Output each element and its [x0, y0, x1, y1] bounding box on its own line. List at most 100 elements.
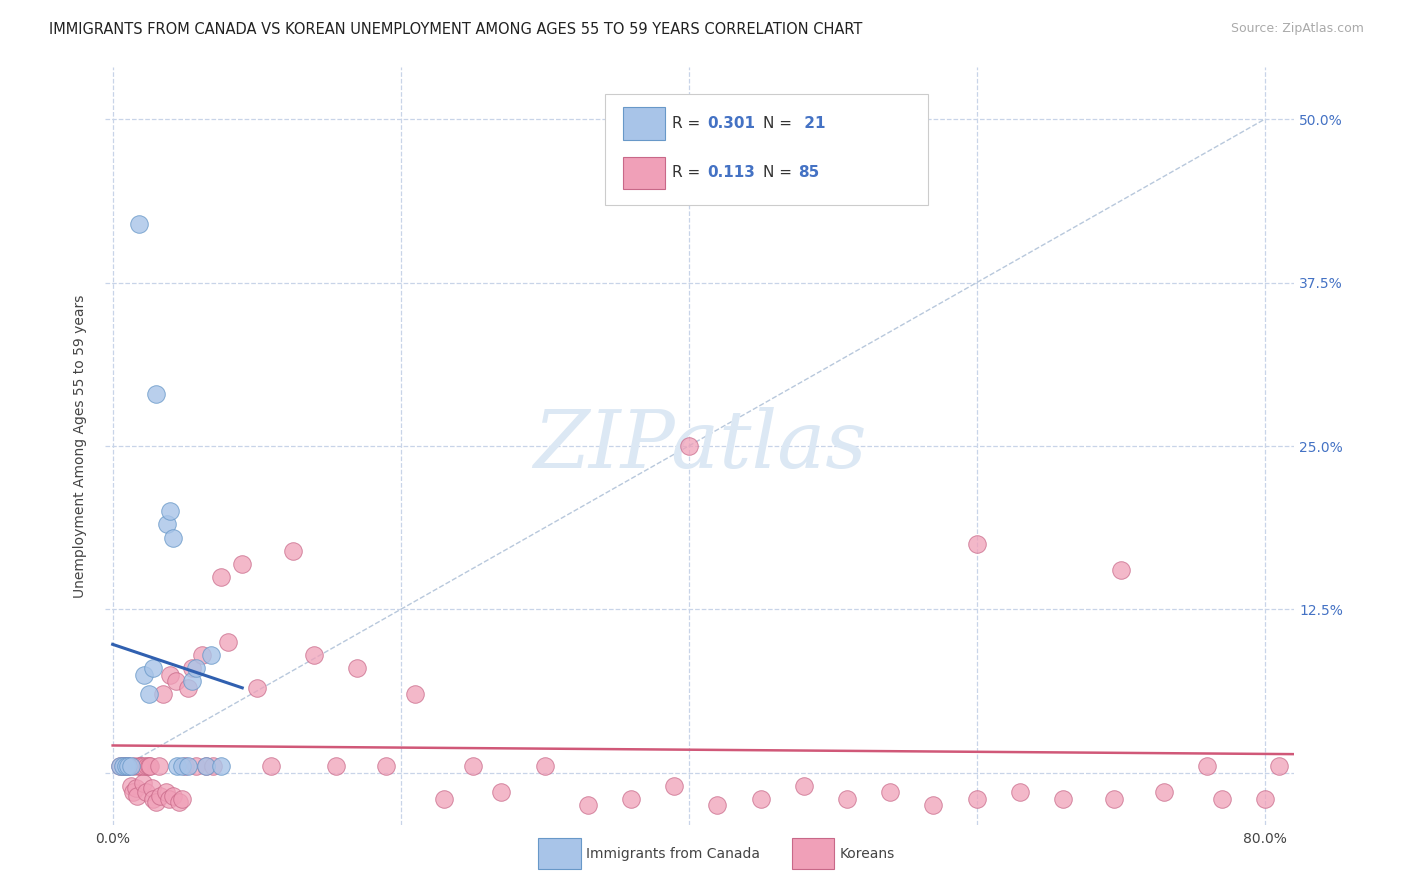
Point	[156, 517, 179, 532]
Point	[112, 759, 135, 773]
Point	[117, 759, 139, 773]
Point	[134, 759, 156, 773]
Point	[966, 792, 988, 806]
Point	[117, 759, 139, 773]
Point	[131, 759, 153, 773]
Point	[749, 792, 772, 806]
Point	[122, 759, 145, 773]
Text: 0.113: 0.113	[707, 165, 755, 180]
Point	[1197, 759, 1219, 773]
Point	[209, 570, 232, 584]
Point	[111, 759, 134, 773]
Point	[246, 681, 269, 695]
Point	[664, 779, 686, 793]
Point	[152, 687, 174, 701]
Point	[170, 792, 193, 806]
Point	[491, 785, 513, 799]
Point	[136, 759, 159, 773]
Point	[132, 776, 155, 790]
Text: 21: 21	[799, 116, 825, 131]
Point	[142, 792, 165, 806]
Point	[879, 785, 901, 799]
Text: Source: ZipAtlas.com: Source: ZipAtlas.com	[1230, 22, 1364, 36]
Point	[304, 648, 326, 662]
Point	[138, 759, 160, 773]
Point	[141, 781, 163, 796]
Point	[260, 759, 283, 773]
Point	[129, 759, 152, 773]
Point	[162, 789, 184, 804]
Point	[1008, 785, 1031, 799]
Text: N =: N =	[763, 165, 797, 180]
Point	[114, 759, 136, 773]
Point	[186, 661, 208, 675]
Point	[128, 759, 150, 773]
Point	[1254, 792, 1277, 806]
Point	[176, 681, 198, 695]
Point	[173, 759, 195, 773]
Point	[346, 661, 368, 675]
Point	[404, 687, 426, 701]
Point	[195, 759, 218, 773]
Point	[375, 759, 398, 773]
Point	[1153, 785, 1175, 799]
Point	[706, 798, 728, 813]
Text: 85: 85	[799, 165, 820, 180]
Point	[835, 792, 858, 806]
Point	[922, 798, 945, 813]
Point	[180, 674, 202, 689]
Point	[1109, 563, 1132, 577]
Text: R =: R =	[672, 116, 706, 131]
Point	[325, 759, 347, 773]
Point	[108, 759, 131, 773]
Point	[176, 759, 198, 773]
Point	[966, 537, 988, 551]
Point	[115, 759, 138, 773]
Point	[1268, 759, 1291, 773]
Point	[281, 543, 304, 558]
Text: IMMIGRANTS FROM CANADA VS KOREAN UNEMPLOYMENT AMONG AGES 55 TO 59 YEARS CORRELAT: IMMIGRANTS FROM CANADA VS KOREAN UNEMPLO…	[49, 22, 863, 37]
Point	[149, 789, 172, 804]
Point	[138, 687, 160, 701]
Point	[678, 439, 700, 453]
Point	[1211, 792, 1233, 806]
Text: Immigrants from Canada: Immigrants from Canada	[586, 847, 761, 861]
Point	[135, 785, 157, 799]
Point	[200, 648, 222, 662]
Point	[1052, 792, 1074, 806]
Point	[1102, 792, 1125, 806]
Point	[576, 798, 599, 813]
Point	[231, 557, 253, 571]
Text: R =: R =	[672, 165, 710, 180]
Point	[159, 504, 181, 518]
Point	[167, 795, 190, 809]
Text: Koreans: Koreans	[839, 847, 894, 861]
Point	[120, 759, 142, 773]
Text: N =: N =	[763, 116, 797, 131]
Point	[191, 648, 214, 662]
Point	[433, 792, 456, 806]
Point	[139, 759, 162, 773]
Point	[202, 759, 225, 773]
Text: 0.301: 0.301	[707, 116, 755, 131]
Point	[121, 785, 143, 799]
Point	[111, 759, 134, 773]
Point	[157, 792, 180, 806]
Y-axis label: Unemployment Among Ages 55 to 59 years: Unemployment Among Ages 55 to 59 years	[73, 294, 87, 598]
Point	[162, 531, 184, 545]
Point	[125, 781, 148, 796]
Point	[145, 795, 167, 809]
Text: ZIPatlas: ZIPatlas	[533, 408, 866, 484]
Point	[217, 635, 239, 649]
Point	[180, 661, 202, 675]
Point	[166, 759, 188, 773]
Point	[148, 759, 170, 773]
Point	[620, 792, 643, 806]
Point	[128, 217, 150, 231]
Point	[186, 759, 208, 773]
Point	[159, 667, 181, 681]
Point	[165, 674, 187, 689]
Point	[134, 667, 156, 681]
Point	[195, 759, 218, 773]
Point	[533, 759, 555, 773]
